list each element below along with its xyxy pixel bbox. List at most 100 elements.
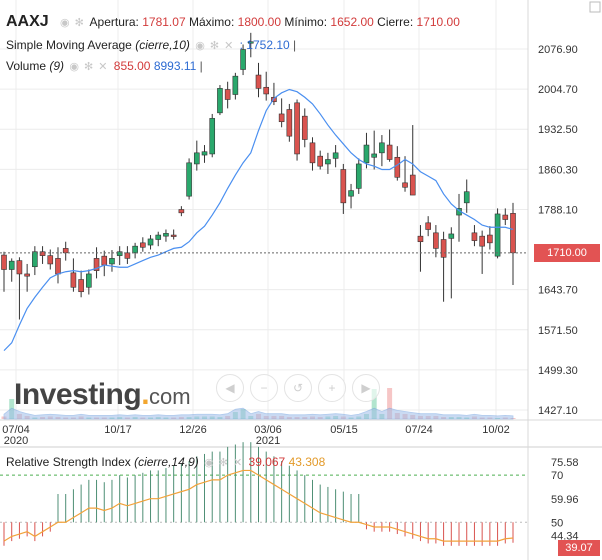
- candle-body: [194, 152, 200, 165]
- volume-value-2: 8993.11: [153, 59, 197, 73]
- candle-body: [294, 102, 300, 155]
- candle-body: [8, 260, 15, 270]
- volume-bar: [387, 388, 393, 419]
- rsi-visibility-icon[interactable]: ◉: [204, 457, 215, 469]
- candle-body: [232, 75, 239, 95]
- year-axis-label: 2020: [4, 435, 28, 447]
- candle-body: [433, 232, 439, 249]
- candle-body: [47, 255, 54, 265]
- rsi-value-1: 39.067: [248, 455, 286, 469]
- candle-body: [178, 209, 185, 214]
- volume-ma-area: [3, 407, 514, 420]
- candle-body: [371, 153, 377, 158]
- candle-body: [394, 156, 401, 178]
- price-axis-label: 2076.90: [538, 44, 578, 56]
- candle-body: [16, 260, 23, 275]
- settings-icon[interactable]: ✻: [74, 17, 85, 29]
- rsi-remove-icon[interactable]: ✕: [232, 457, 244, 469]
- candle-body: [209, 118, 216, 155]
- visibility-toggle-icon[interactable]: ◉: [60, 17, 71, 29]
- rsi-axis-label: 50: [551, 517, 563, 529]
- volume-visibility-icon[interactable]: ◉: [69, 61, 80, 73]
- candle-body: [494, 213, 501, 257]
- candle-body: [471, 232, 478, 241]
- candle-body: [301, 115, 308, 140]
- candle-body: [124, 252, 131, 259]
- price-axis-label: 1427.10: [538, 405, 578, 417]
- rsi-axis-label: 44.34: [551, 531, 579, 543]
- candle-body: [78, 279, 84, 293]
- sma-params: (cierre,10): [135, 38, 190, 52]
- scroll-left-button[interactable]: ◀: [216, 374, 244, 402]
- scroll-right-button[interactable]: ▶: [352, 374, 380, 402]
- candle-body: [263, 86, 270, 95]
- candle-body: [255, 74, 262, 89]
- square-icon: [589, 1, 601, 13]
- candle-body: [155, 234, 162, 240]
- volume-params: (9): [49, 59, 65, 73]
- sma-visibility-icon[interactable]: ◉: [195, 40, 206, 52]
- candle-body: [86, 273, 92, 288]
- date-axis-label: 05/15: [330, 424, 358, 436]
- rsi-settings-icon[interactable]: ✻: [218, 457, 229, 469]
- chart-toolbar-toggle[interactable]: [588, 0, 602, 14]
- candle-body: [116, 251, 123, 256]
- zoom-toolbar: ◀ − ↺ + ▶: [216, 374, 380, 404]
- candle-body: [309, 142, 316, 164]
- rsi-axis-label: 70: [551, 470, 563, 482]
- candle-body: [186, 162, 192, 197]
- date-axis-label: 07/24: [405, 424, 433, 436]
- candle-body: [247, 41, 254, 44]
- current-price-tag: 1710.00: [534, 243, 600, 262]
- candle-body: [417, 235, 424, 243]
- year-axis-label: 2021: [256, 435, 280, 447]
- candle-body: [425, 222, 431, 230]
- volume-remove-icon[interactable]: ✕: [98, 61, 109, 73]
- high-value: 1800.00: [237, 15, 282, 29]
- candle-body: [448, 233, 455, 239]
- zoom-in-button[interactable]: +: [318, 374, 346, 402]
- volume-settings-icon[interactable]: ✻: [84, 61, 95, 73]
- date-axis-label: 07/04: [2, 424, 30, 436]
- candle-body: [109, 258, 115, 265]
- candle-body: [217, 88, 223, 114]
- price-axis-label: 1643.70: [538, 285, 578, 297]
- close-label: Cierre:: [377, 15, 414, 29]
- rsi-current-tag: 39.07: [558, 540, 600, 556]
- rsi-axis-label: 75.58: [551, 457, 579, 469]
- sma-settings-icon[interactable]: ✻: [209, 40, 221, 52]
- candle-body: [286, 109, 293, 137]
- candle-body: [510, 213, 516, 254]
- date-axis-label: 10/17: [104, 424, 132, 436]
- candle-body: [132, 245, 138, 254]
- volume-value-1: 855.00: [113, 59, 151, 73]
- candle-body: [224, 89, 231, 100]
- price-axis-label: 1788.10: [538, 204, 578, 216]
- candle-body: [147, 238, 154, 246]
- candle-body: [163, 233, 169, 237]
- candle-body: [463, 191, 470, 204]
- investing-watermark: Investing.com: [14, 378, 191, 411]
- candle-body: [70, 272, 77, 288]
- sma-remove-icon[interactable]: ✕: [224, 40, 235, 52]
- candle-body: [240, 49, 246, 70]
- open-label: Apertura:: [89, 15, 139, 29]
- date-axis-label: 10/02: [482, 424, 510, 436]
- low-value: 1652.00: [330, 15, 374, 29]
- sma-value: : 1752.10: [239, 38, 290, 52]
- zoom-out-button[interactable]: −: [250, 374, 278, 402]
- candle-body: [348, 190, 354, 197]
- rsi-label: Relative Strength Index: [6, 455, 131, 469]
- reset-zoom-button[interactable]: ↺: [284, 374, 312, 402]
- open-value: 1781.07: [142, 15, 186, 29]
- candle-body: [386, 144, 393, 160]
- candle-body: [32, 251, 38, 268]
- sma-line: [3, 88, 514, 352]
- candle-body: [140, 242, 146, 248]
- candle-body: [170, 234, 177, 237]
- sma-legend: Simple Moving Average (cierre,10) ◉ ✻ ✕ : …: [6, 38, 297, 52]
- candle-body: [479, 235, 485, 247]
- candle-body: [340, 169, 347, 204]
- candle-body: [24, 273, 30, 277]
